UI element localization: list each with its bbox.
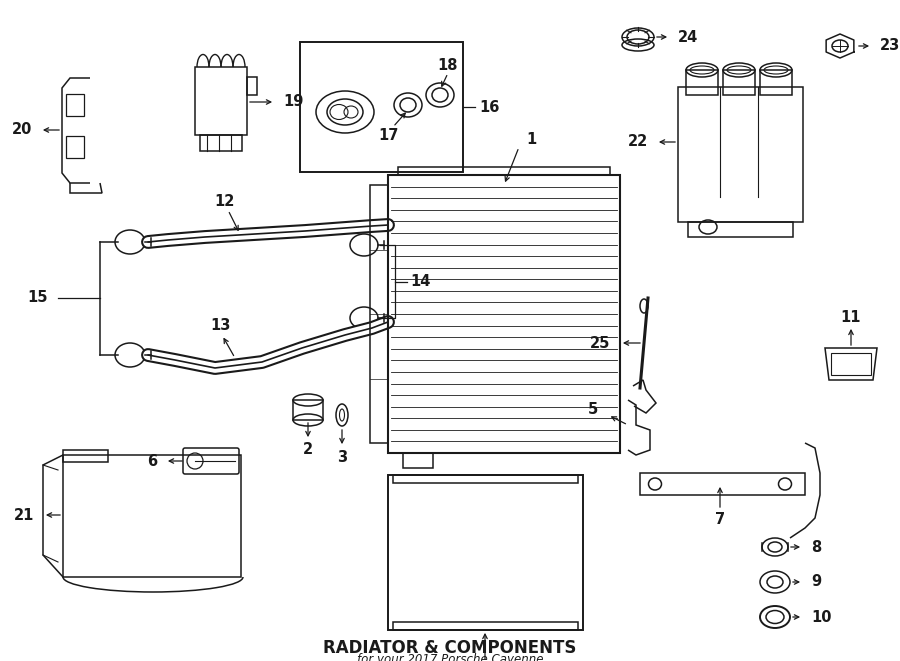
Bar — [293, 400, 323, 420]
Bar — [688, 222, 793, 237]
Text: 7: 7 — [715, 512, 725, 527]
Text: 22: 22 — [628, 134, 648, 149]
Bar — [66, 94, 84, 116]
Text: 6: 6 — [147, 453, 157, 469]
Text: 24: 24 — [678, 30, 698, 44]
Text: for your 2017 Porsche Cayenne: for your 2017 Porsche Cayenne — [356, 654, 544, 661]
Bar — [393, 475, 578, 483]
Bar — [247, 77, 257, 95]
Text: 13: 13 — [210, 319, 230, 334]
Text: 10: 10 — [811, 609, 832, 625]
Bar — [63, 450, 108, 462]
Text: 19: 19 — [283, 95, 303, 110]
Text: 23: 23 — [880, 38, 900, 54]
Text: 20: 20 — [12, 122, 32, 137]
Text: 15: 15 — [28, 290, 48, 305]
Text: 18: 18 — [437, 58, 458, 73]
Text: 8: 8 — [811, 539, 821, 555]
Bar — [398, 167, 610, 175]
Text: 1: 1 — [526, 132, 536, 147]
Text: 21: 21 — [14, 508, 34, 522]
Text: 12: 12 — [215, 194, 235, 210]
Text: RADIATOR & COMPONENTS: RADIATOR & COMPONENTS — [323, 639, 577, 657]
Bar — [388, 175, 620, 453]
Text: 5: 5 — [588, 403, 598, 418]
Bar — [388, 475, 583, 630]
Bar — [640, 473, 805, 495]
Bar — [678, 87, 803, 222]
Text: 25: 25 — [590, 336, 610, 350]
Bar — [831, 353, 871, 375]
Bar — [393, 622, 578, 630]
Bar — [63, 455, 241, 577]
Bar — [723, 70, 755, 95]
Text: 16: 16 — [479, 100, 500, 114]
Bar — [66, 136, 84, 158]
Bar — [403, 453, 433, 468]
Bar — [200, 135, 242, 151]
Text: 2: 2 — [303, 442, 313, 457]
Text: 9: 9 — [811, 574, 821, 590]
Bar — [370, 185, 388, 443]
Bar — [686, 70, 718, 95]
Bar — [760, 70, 792, 95]
Text: 17: 17 — [378, 128, 398, 143]
Text: 11: 11 — [841, 311, 861, 325]
Bar — [195, 67, 247, 135]
Text: 14: 14 — [410, 274, 430, 290]
Bar — [300, 42, 463, 172]
Text: 3: 3 — [337, 449, 347, 465]
